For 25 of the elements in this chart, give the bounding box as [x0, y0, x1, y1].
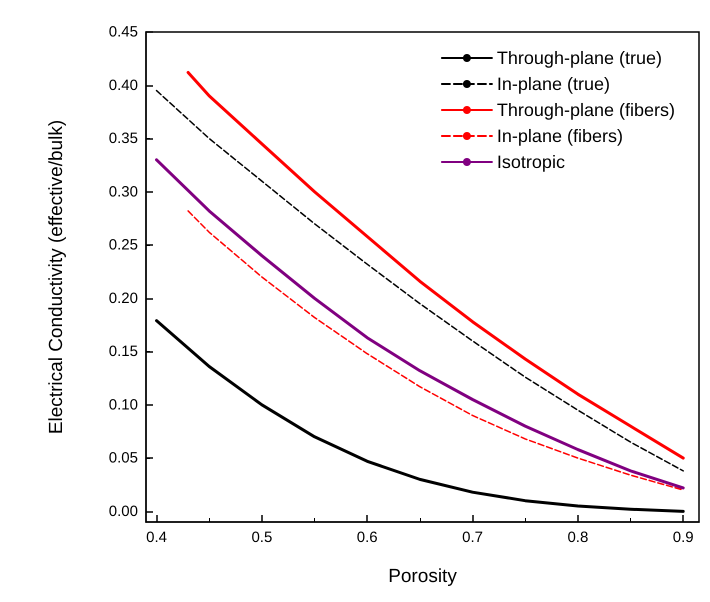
- y-tick-label: 0.40: [108, 76, 138, 94]
- y-tick-label: 0.20: [108, 290, 138, 307]
- legend-label: Through-plane (true): [496, 48, 662, 68]
- x-tick-label: 0.6: [356, 529, 378, 546]
- y-tick-label: 0.30: [108, 183, 138, 200]
- x-tick-label: 0.9: [672, 529, 694, 546]
- x-tick-label: 0.7: [462, 529, 483, 546]
- legend-label: Isotropic: [496, 152, 565, 172]
- y-tick-label: 0.00: [108, 502, 138, 520]
- y-tick-label: 0.15: [108, 343, 138, 360]
- x-tick-label: 0.5: [251, 529, 272, 546]
- line-series: [187, 210, 684, 491]
- x-axis-title: Porosity: [388, 566, 458, 587]
- y-tick-label: 0.35: [108, 130, 138, 148]
- y-tick-label: 0.25: [108, 236, 138, 254]
- legend-label: In-plane (true): [496, 74, 610, 94]
- y-tick-label: 0.45: [108, 24, 138, 40]
- line-series: [155, 319, 685, 513]
- x-tick-label: 0.8: [567, 529, 588, 546]
- legend-label: Through-plane (fibers): [496, 100, 676, 120]
- x-tick-label: 0.4: [146, 529, 167, 546]
- y-tick-label: 0.10: [108, 396, 138, 414]
- y-tick-label: 0.05: [108, 450, 138, 467]
- legend-label: In-plane (fibers): [496, 126, 623, 146]
- y-axis-title: Electrical Conductivity (effective/bulk): [46, 120, 67, 434]
